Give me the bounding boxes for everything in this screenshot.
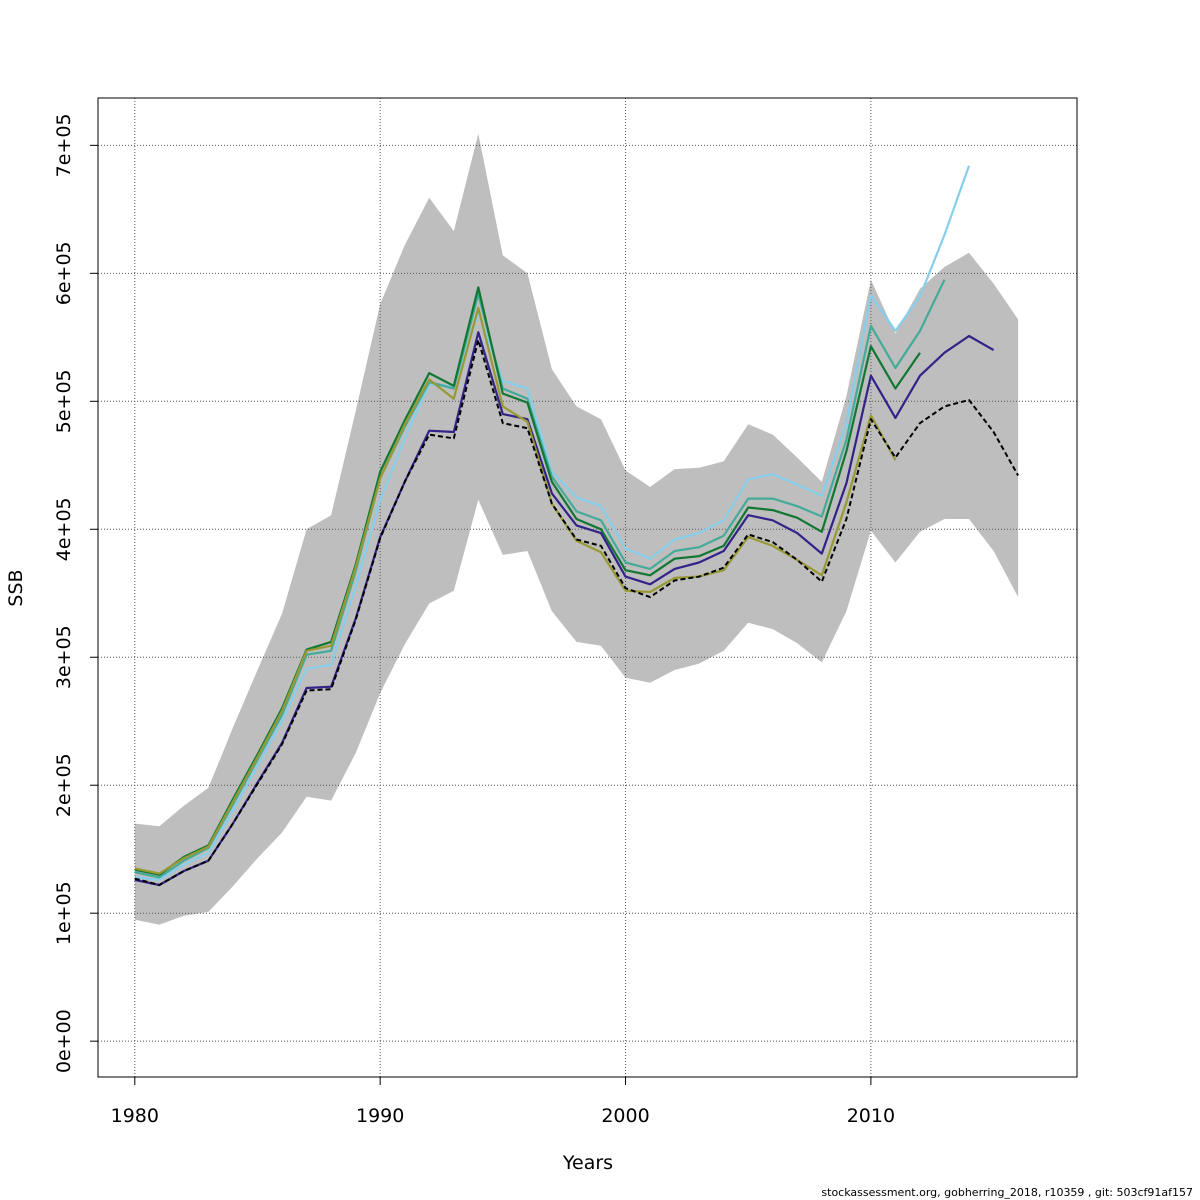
x-axis-title: Years bbox=[562, 1152, 613, 1174]
y-tick-label: 3e+05 bbox=[53, 625, 75, 689]
footer-credit: stockassessment.org, gobherring_2018, r1… bbox=[821, 1186, 1193, 1199]
series-line-5 bbox=[134, 306, 897, 875]
y-tick-label: 7e+05 bbox=[53, 113, 75, 177]
y-tick-label: 4e+05 bbox=[53, 497, 75, 561]
series-line-1 bbox=[134, 165, 971, 881]
plot-frame bbox=[97, 97, 1078, 1078]
y-tick-label: 0e+00 bbox=[53, 1009, 75, 1073]
series-line-6 bbox=[134, 338, 1019, 886]
confidence-band-layer bbox=[134, 133, 1019, 925]
x-tick-label: 2000 bbox=[601, 1105, 649, 1127]
series-line-3 bbox=[134, 286, 921, 876]
y-axis: 0e+00 1e+05 2e+05 3e+05 4e+05 5e+05 6e+05 7e+05 bbox=[53, 113, 98, 1073]
y-tick-label: 2e+05 bbox=[53, 753, 75, 817]
series-layer bbox=[134, 165, 1019, 887]
x-axis: 1980 1990 2000 2010 bbox=[111, 1077, 895, 1127]
x-tick-label: 2010 bbox=[847, 1105, 895, 1127]
y-axis-title: SSB bbox=[5, 569, 27, 606]
y-tick-label: 6e+05 bbox=[53, 241, 75, 305]
series-line-2 bbox=[134, 279, 946, 879]
y-tick-label: 5e+05 bbox=[53, 369, 75, 433]
confidence-band bbox=[134, 133, 1019, 925]
x-tick-label: 1990 bbox=[356, 1105, 404, 1127]
x-tick-label: 1980 bbox=[111, 1105, 159, 1127]
y-tick-label: 1e+05 bbox=[53, 881, 75, 945]
